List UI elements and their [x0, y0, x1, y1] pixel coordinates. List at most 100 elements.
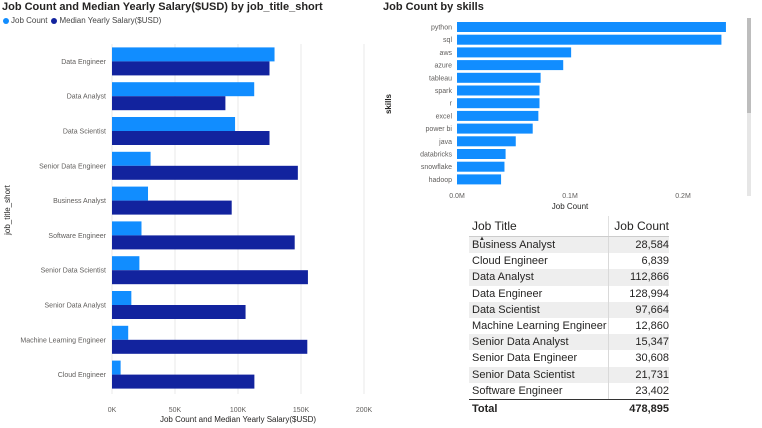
table-row[interactable]: Data Analyst 112,866: [469, 269, 669, 286]
job-title-bar-chart: 0K 50K 100K 150K 200K Job Count and Median Ye…: [3, 44, 373, 424]
sort-ascending-icon[interactable]: ▲: [479, 236, 485, 242]
job-count-table: Job Title Job Count Business Analyst 28,5…: [469, 216, 669, 418]
skills-bar-chart: python sql aws azure tableau spark r excel power…: [384, 22, 726, 211]
bar-skill-job-count: [457, 60, 564, 71]
cell-job-count: 6,839: [608, 253, 669, 270]
cell-job-count: 128,994: [608, 285, 669, 302]
cell-job-title: Business Analyst: [472, 239, 556, 251]
total-label: Total: [472, 402, 498, 415]
legend-dot-job-count: [3, 17, 9, 24]
bar-median-salary: [112, 61, 270, 76]
x-axis-title: Job Count: [552, 202, 589, 211]
bar-skill-job-count: [457, 22, 726, 32]
skill-label: azure: [434, 63, 452, 70]
x-tick-label: 150K: [293, 407, 310, 414]
chart1-title: Job Count and Median Yearly Salary($USD)…: [2, 1, 323, 13]
cell-job-title: Machine Learning Engineer: [472, 319, 607, 332]
bar-job-count: [112, 117, 236, 131]
cell-job-count: 97,664: [608, 301, 669, 318]
y-tick-label: Software Engineer: [48, 233, 106, 240]
skill-label: aws: [440, 50, 453, 57]
table-row[interactable]: Senior Data Engineer 30,608: [469, 350, 669, 367]
bar-skill-job-count: [457, 136, 516, 147]
bar-skill-job-count: [457, 72, 541, 83]
skill-label: tableau: [429, 75, 452, 82]
table-row[interactable]: Cloud Engineer 6,839: [469, 253, 669, 270]
y-tick-label: Senior Data Scientist: [41, 268, 106, 275]
table-row[interactable]: Software Engineer 23,402: [469, 382, 669, 399]
y-axis-title: skills: [384, 93, 393, 114]
bar-job-count: [112, 221, 142, 236]
skills-chart-scroll-thumb[interactable]: [747, 18, 751, 113]
y-tick-label: Machine Learning Engineer: [20, 337, 106, 344]
y-tick-label: Business Analyst: [53, 198, 106, 205]
bar-skill-job-count: [457, 34, 722, 45]
cell-job-count: 15,347: [608, 334, 669, 351]
skill-label: python: [431, 25, 452, 32]
table-row[interactable]: Data Scientist 97,664: [469, 301, 669, 318]
bar-job-count: [112, 360, 121, 375]
x-tick-label: 50K: [169, 407, 182, 414]
bar-skill-job-count: [457, 85, 540, 96]
bar-median-salary: [112, 96, 226, 111]
bar-skill-job-count: [457, 47, 572, 58]
cell-job-count: 12,860: [608, 317, 669, 335]
skill-label: r: [450, 101, 453, 108]
bar-skill-job-count: [457, 161, 505, 172]
header-job-title[interactable]: Job Title: [472, 219, 517, 233]
skill-label: snowflake: [421, 164, 452, 171]
table-row[interactable]: Machine Learning Engineer 12,860: [469, 317, 669, 335]
x-tick-label: 100K: [230, 407, 247, 414]
cell-job-count: 28,584: [608, 237, 669, 254]
y-tick-label: Data Analyst: [67, 94, 106, 101]
bar-median-salary: [112, 165, 298, 180]
cell-job-count: 112,866: [608, 269, 669, 286]
skill-label: hadoop: [429, 177, 452, 184]
legend-item-job-count[interactable]: Job Count: [3, 16, 47, 25]
cell-job-count: 30,608: [608, 350, 669, 367]
y-tick-label: Data Engineer: [61, 59, 106, 66]
bar-median-salary: [112, 131, 270, 145]
bar-job-count: [112, 291, 132, 305]
y-tick-label: Senior Data Engineer: [39, 163, 107, 170]
bar-job-count: [112, 256, 140, 271]
legend-label-job-count: Job Count: [11, 16, 48, 25]
table-row[interactable]: Business Analyst 28,584: [469, 237, 669, 254]
table-header: Job Title Job Count: [469, 216, 669, 237]
table-row[interactable]: Senior Data Scientist 21,731: [469, 366, 669, 383]
skill-label: excel: [436, 113, 453, 120]
header-job-count[interactable]: Job Count: [608, 216, 669, 236]
bar-skill-job-count: [457, 98, 540, 109]
y-tick-label: Cloud Engineer: [58, 372, 107, 379]
y-axis-title: job_title_short: [3, 184, 12, 236]
table-row[interactable]: Data Engineer 128,994: [469, 285, 669, 302]
cell-job-count: 21,731: [608, 366, 669, 383]
legend-item-median-salary[interactable]: Median Yearly Salary($USD): [51, 16, 161, 25]
legend-dot-median-salary: [51, 17, 58, 24]
skill-label: databricks: [420, 152, 452, 159]
chart2-title: Job Count by skills: [383, 1, 484, 13]
table-row[interactable]: Senior Data Analyst 15,347: [469, 334, 669, 351]
cell-job-title: Senior Data Analyst: [472, 336, 569, 349]
y-tick-label: Data Scientist: [63, 129, 106, 136]
total-value: 478,895: [629, 402, 669, 415]
bar-skill-job-count: [457, 149, 506, 159]
cell-job-count: 23,402: [608, 382, 669, 399]
x-tick-label: 0.2M: [675, 193, 691, 200]
bar-job-count: [112, 186, 149, 201]
bar-median-salary: [112, 200, 232, 215]
cell-job-title: Senior Data Engineer: [472, 352, 578, 365]
bar-skill-job-count: [457, 123, 533, 134]
x-tick-label: 0K: [108, 407, 117, 414]
cell-job-title: Software Engineer: [472, 384, 563, 397]
bar-skill-job-count: [457, 174, 502, 185]
bar-job-count: [112, 82, 255, 97]
cell-job-title: Data Scientist: [472, 303, 540, 316]
bar-job-count: [112, 325, 129, 340]
bar-median-salary: [112, 374, 255, 389]
x-tick-label: 0.1M: [562, 193, 578, 200]
legend-label-median-salary: Median Yearly Salary($USD): [59, 16, 162, 25]
x-tick-label: 200K: [356, 407, 373, 414]
table-body: Business Analyst 28,584 Cloud Engineer 6,83…: [469, 237, 669, 399]
cell-job-title: Data Analyst: [472, 271, 534, 284]
